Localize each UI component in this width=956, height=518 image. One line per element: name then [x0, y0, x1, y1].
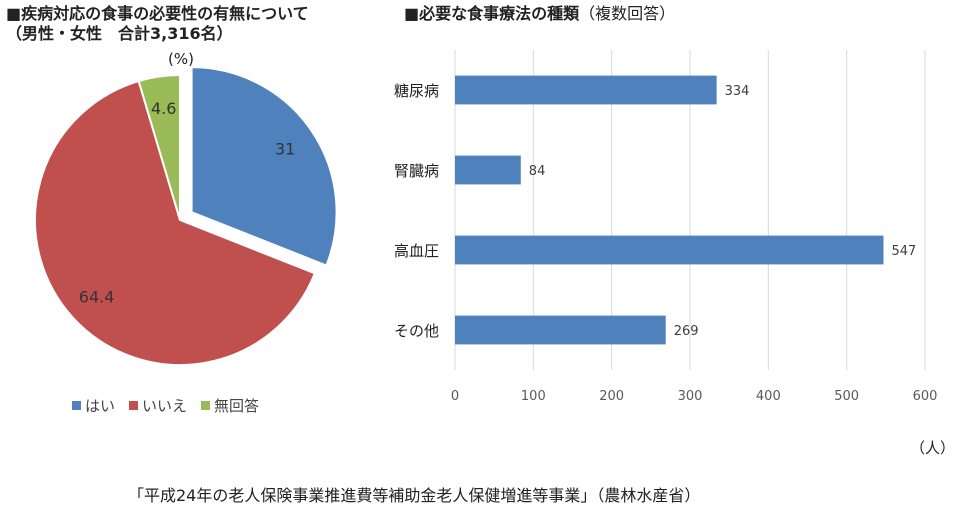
bar-value-label: 547 [891, 244, 916, 259]
pie-chart: 31 64.4 4.6 [34, 66, 338, 366]
legend-item-noanswer: 無回答 [201, 395, 259, 416]
x-tick-label: 600 [913, 389, 938, 404]
y-category-label: 糖尿病 [394, 82, 439, 100]
bar-title-main: ■必要な食事療法の種類 [404, 4, 580, 23]
legend-label-noanswer: 無回答 [214, 397, 260, 415]
legend-swatch-yes [72, 401, 81, 410]
legend-label-no: いいえ [142, 397, 188, 415]
pie-label-no: 64.4 [79, 287, 115, 306]
bar-value-label: 84 [529, 164, 546, 179]
y-category-label: 腎臓病 [394, 162, 439, 180]
bar-unit-label: （人） [910, 439, 956, 457]
x-tick-label: 300 [678, 389, 703, 404]
pie-label-yes: 31 [275, 140, 295, 159]
y-category-label: その他 [394, 322, 439, 340]
x-tick-label: 200 [599, 389, 624, 404]
legend-item-no: いいえ [129, 395, 187, 416]
legend-label-yes: はい [85, 397, 116, 415]
bar-title-sub: （複数回答） [579, 4, 676, 23]
pie-title: ■疾病対応の食事の必要性の有無について （男性・女性 合計3,316名） [6, 4, 309, 44]
pie-slice-no [34, 79, 317, 366]
pie-slice-noanswer [137, 73, 181, 221]
bar-value-label: 334 [725, 84, 750, 99]
y-category-label: 高血圧 [394, 242, 439, 260]
legend-swatch-noanswer [201, 401, 211, 410]
bar [455, 315, 666, 345]
legend-item-yes: はい [72, 395, 115, 416]
pie-title-line1: ■疾病対応の食事の必要性の有無について [6, 4, 309, 23]
pie-slice-yes [190, 66, 338, 267]
source-footer: 「平成24年の老人保険事業推進費等補助金老人保健増進等事業」（農林水産省） [128, 486, 701, 505]
legend-swatch-no [129, 401, 139, 410]
bar [455, 235, 884, 265]
pie-legend: はい いいえ 無回答 [72, 395, 267, 416]
x-tick-label: 100 [521, 389, 546, 404]
bar [455, 75, 717, 105]
pie-title-line2: （男性・女性 合計3,316名） [6, 24, 233, 43]
bar-title: ■必要な食事療法の種類（複数回答） [404, 4, 675, 24]
x-tick-label: 500 [834, 389, 859, 404]
pie-label-noanswer: 4.6 [151, 99, 176, 118]
pie-unit-label: (%) [168, 50, 194, 68]
bar-chart: 0 100 200 300 400 500 600 糖尿病 334 腎臓病 84 高血圧 547 その他 2… [394, 50, 938, 404]
bar [455, 155, 521, 185]
x-tick-label: 400 [756, 389, 781, 404]
x-tick-label: 0 [451, 389, 459, 404]
bar-value-label: 269 [674, 324, 699, 339]
